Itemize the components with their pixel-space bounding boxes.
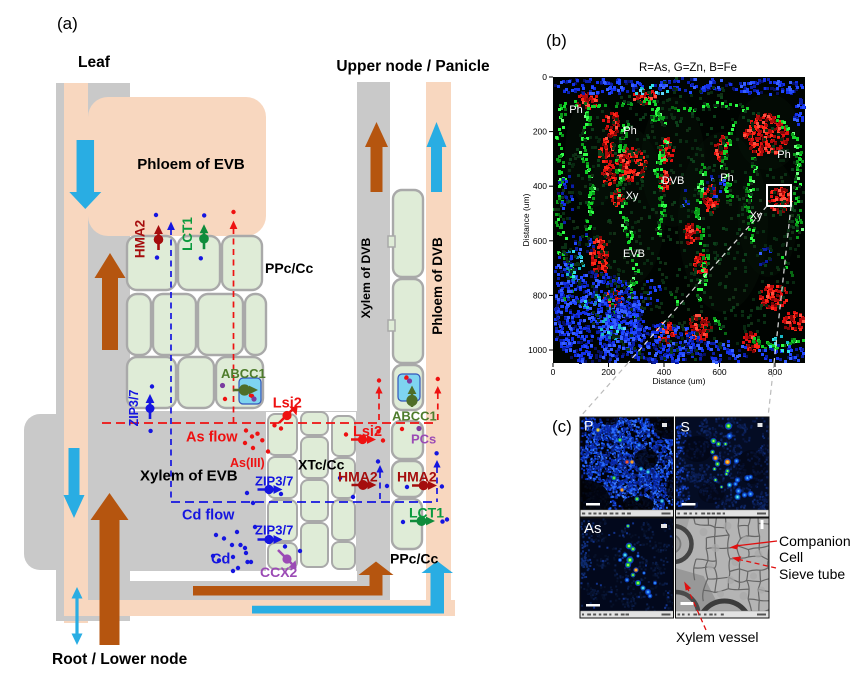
svg-text:PPc/Cc: PPc/Cc: [390, 551, 438, 567]
svg-text:Xylem of DVB: Xylem of DVB: [359, 238, 373, 319]
svg-text:Sieve tube: Sieve tube: [779, 566, 845, 582]
svg-text:Xylem vessel: Xylem vessel: [676, 629, 758, 645]
svg-text:Phloem of DVB: Phloem of DVB: [430, 237, 445, 335]
svg-text:Xylem of EVB: Xylem of EVB: [140, 468, 238, 485]
svg-text:(a): (a): [57, 14, 78, 33]
svg-text:ZIP3/7: ZIP3/7: [127, 390, 141, 427]
svg-text:0: 0: [551, 367, 556, 377]
svg-text:Ph: Ph: [720, 172, 733, 184]
svg-text:CCX2: CCX2: [260, 564, 298, 580]
svg-text:600: 600: [712, 367, 726, 377]
svg-text:PCs: PCs: [411, 432, 436, 447]
svg-text:XTc/Cc: XTc/Cc: [298, 457, 345, 473]
svg-text:As: As: [584, 520, 602, 537]
svg-text:Cd flow: Cd flow: [182, 508, 235, 524]
svg-text:800: 800: [533, 290, 547, 300]
svg-text:1000: 1000: [528, 345, 547, 355]
svg-text:600: 600: [533, 236, 547, 246]
svg-text:400: 400: [657, 367, 671, 377]
svg-text:HMA2: HMA2: [397, 469, 437, 485]
svg-text:Cell: Cell: [779, 549, 803, 565]
svg-text:LCT1: LCT1: [180, 217, 195, 251]
svg-text:Leaf: Leaf: [78, 54, 111, 71]
svg-text:Lsi2: Lsi2: [353, 424, 382, 440]
svg-text:P: P: [584, 418, 593, 434]
svg-text:Lsi2: Lsi2: [273, 396, 302, 412]
svg-text:Distance (um): Distance (um): [653, 376, 706, 386]
svg-text:Xy: Xy: [750, 210, 763, 222]
svg-text:(b): (b): [546, 31, 567, 50]
svg-text:ZIP3/7: ZIP3/7: [255, 474, 293, 489]
svg-text:Ph: Ph: [569, 104, 582, 116]
svg-text:Upper node / Panicle: Upper node / Panicle: [336, 58, 490, 75]
svg-text:ABCC1: ABCC1: [221, 366, 266, 381]
svg-text:800: 800: [768, 367, 782, 377]
svg-text:Ph: Ph: [623, 125, 636, 137]
svg-text:S: S: [681, 419, 690, 435]
svg-text:Cd: Cd: [211, 552, 230, 568]
svg-text:DVB: DVB: [662, 175, 685, 187]
svg-text:200: 200: [533, 127, 547, 137]
svg-text:Root / Lower node: Root / Lower node: [52, 651, 188, 668]
svg-text:Companion: Companion: [779, 533, 851, 549]
svg-text:HMA2: HMA2: [338, 469, 378, 485]
svg-text:200: 200: [601, 367, 615, 377]
svg-text:ABCC1: ABCC1: [392, 409, 437, 424]
svg-text:Ph: Ph: [777, 149, 790, 161]
svg-text:As flow: As flow: [186, 430, 238, 446]
svg-text:PPc/Cc: PPc/Cc: [265, 260, 313, 276]
svg-text:400: 400: [533, 181, 547, 191]
svg-text:HMA2: HMA2: [133, 220, 148, 258]
svg-text:Phloem of EVB: Phloem of EVB: [137, 156, 245, 173]
svg-text:EVB: EVB: [623, 248, 645, 260]
svg-text:LCT1: LCT1: [409, 505, 444, 521]
svg-text:ZIP3/7: ZIP3/7: [255, 523, 293, 538]
svg-text:As(III): As(III): [230, 456, 265, 470]
svg-text:(c): (c): [552, 417, 572, 436]
svg-text:R=As, G=Zn, B=Fe: R=As, G=Zn, B=Fe: [639, 62, 737, 74]
svg-text:Xy: Xy: [626, 190, 639, 202]
svg-text:0: 0: [542, 72, 547, 82]
svg-text:Distance (um): Distance (um): [521, 193, 531, 246]
